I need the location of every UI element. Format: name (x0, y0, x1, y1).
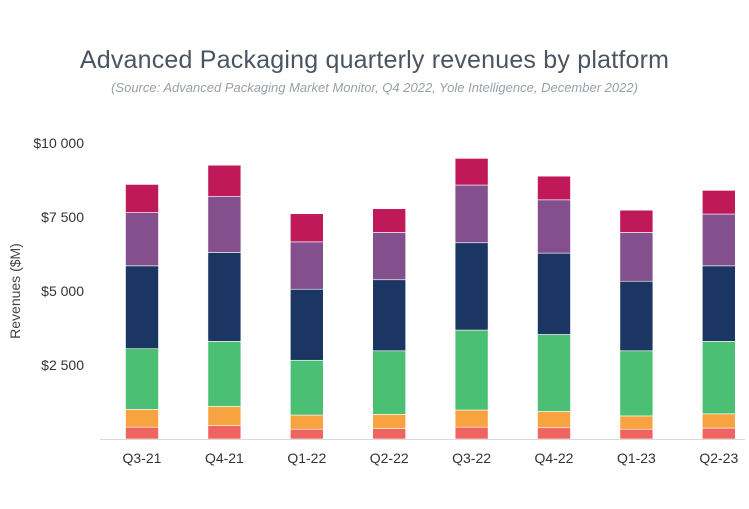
bar-segment (619, 280, 654, 352)
bar-segment (619, 415, 654, 430)
bar-segment (701, 190, 736, 215)
x-tick-label: Q2-23 (699, 450, 738, 466)
bar-segment (454, 158, 489, 186)
bar-segment (207, 195, 242, 253)
bar-segment (125, 184, 159, 213)
x-tick-label: Q1-22 (287, 450, 326, 466)
y-tick-labels: $2 500 $5 000 $7 500 $10 000 (33, 135, 84, 373)
bar-stack-q4-22 (537, 175, 571, 440)
bar-segment (619, 428, 654, 440)
bar-segment (454, 426, 489, 440)
x-tick-labels: Q3-21 Q4-21 Q1-22 Q2-22 Q3-22 Q4-22 Q1-23 Q2-23 (123, 450, 739, 466)
bar-segment (454, 329, 489, 411)
bar-segment (289, 428, 324, 440)
bar-segment (537, 411, 571, 429)
bar-segment (289, 241, 324, 290)
x-tick-label: Q4-21 (205, 450, 244, 466)
bar-segment (537, 252, 571, 335)
bar-segment (207, 406, 242, 426)
bar-segment (289, 213, 324, 243)
x-tick-label: Q3-22 (452, 450, 491, 466)
bar-segment (125, 409, 159, 428)
bar-segment (537, 334, 571, 412)
y-tick-label: $5 000 (41, 283, 84, 299)
bar-segment (701, 265, 736, 342)
bar-segment (372, 279, 407, 352)
bar-segment (289, 359, 324, 416)
bar-segment (125, 265, 159, 350)
chart-title: Advanced Packaging quarterly revenues by… (79, 46, 670, 74)
bar-segment (701, 341, 736, 415)
bar-segment (454, 242, 489, 331)
x-tick-label: Q1-23 (617, 450, 656, 466)
bar-segment (372, 208, 407, 233)
bar-segment (372, 350, 407, 415)
bar-segment (619, 209, 654, 233)
y-tick-label: $2 500 (41, 357, 84, 373)
bar-segment (619, 232, 654, 282)
bar-segment (454, 184, 489, 244)
bar-segment (619, 350, 654, 417)
bar-segment (701, 413, 736, 429)
bar-segment (207, 425, 242, 440)
bar-stack-q2-22 (372, 208, 407, 440)
bar-segment (537, 427, 571, 440)
bar-stacks (125, 158, 736, 440)
bar-stack-q3-21 (125, 184, 159, 440)
bar-segment (125, 348, 159, 410)
y-tick-label: $7 500 (41, 209, 84, 225)
bar-stack-q1-22 (289, 213, 324, 440)
bar-stack-q1-23 (619, 209, 654, 440)
chart-subtitle: (Source: Advanced Packaging Market Monit… (111, 80, 638, 95)
bar-segment (125, 426, 159, 440)
bar-stack-q3-22 (454, 158, 489, 440)
bar-segment (701, 213, 736, 267)
bar-segment (372, 414, 407, 429)
bar-segment (372, 428, 407, 440)
bar-stack-q2-23 (701, 190, 736, 440)
x-tick-label: Q4-22 (535, 450, 574, 466)
bar-segment (207, 252, 242, 342)
bar-segment (289, 288, 324, 361)
bar-segment (537, 199, 571, 254)
bar-segment (454, 409, 489, 428)
bar-segment (207, 341, 242, 407)
bar-segment (372, 232, 407, 281)
bar-stack-q4-21 (207, 164, 242, 440)
bar-segment (289, 414, 324, 430)
y-tick-label: $10 000 (33, 135, 84, 151)
x-tick-label: Q2-22 (370, 450, 409, 466)
bar-segment (701, 427, 736, 440)
bar-segment (207, 164, 242, 197)
bar-segment (125, 212, 159, 267)
x-tick-label: Q3-21 (123, 450, 162, 466)
bar-segment (537, 175, 571, 201)
